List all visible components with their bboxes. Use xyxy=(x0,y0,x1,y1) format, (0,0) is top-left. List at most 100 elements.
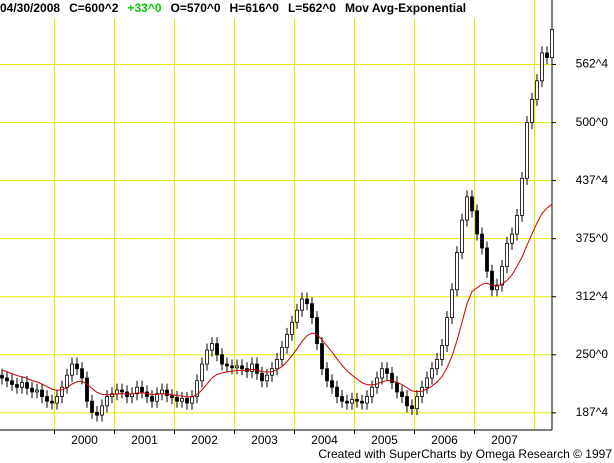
candle-body xyxy=(425,377,429,388)
candle-body xyxy=(225,363,229,367)
candle-body xyxy=(360,400,364,404)
candle-body xyxy=(275,359,279,370)
candle-body xyxy=(70,363,74,376)
candle-body xyxy=(235,365,239,369)
candle-body xyxy=(470,196,474,212)
candle-body xyxy=(215,343,219,356)
candle-body xyxy=(60,386,64,397)
y-tick-label: 437^4 xyxy=(576,173,609,187)
candle-body xyxy=(510,233,514,244)
candle-body xyxy=(530,98,534,123)
candle-body xyxy=(385,368,389,374)
candle-body xyxy=(5,377,9,382)
candle-body xyxy=(550,29,554,58)
candle-body xyxy=(330,380,334,388)
candle-body xyxy=(420,386,424,397)
candle-body xyxy=(160,389,164,395)
x-tick-label: 2007 xyxy=(491,433,518,447)
candle-body xyxy=(135,386,139,395)
header-item: H=616^0 xyxy=(230,1,280,15)
candle-body xyxy=(10,380,14,385)
candle-body xyxy=(20,382,24,388)
candle-body xyxy=(220,354,224,365)
candle-body xyxy=(105,396,109,407)
x-tick-label: 2000 xyxy=(71,433,98,447)
header-item: L=562^0 xyxy=(288,1,336,15)
candle-body xyxy=(455,252,459,291)
candle-body xyxy=(240,365,244,370)
candle-body xyxy=(180,398,184,402)
candle-body xyxy=(280,346,284,360)
candle-body xyxy=(410,405,414,410)
candle-body xyxy=(505,242,509,267)
candle-body xyxy=(120,389,124,393)
candle-body xyxy=(45,396,49,402)
candle-body xyxy=(445,317,449,346)
candle-body xyxy=(100,405,104,416)
candle-body xyxy=(305,298,309,305)
candle-body xyxy=(260,372,264,382)
x-tick-label: 2006 xyxy=(431,433,458,447)
candle-body xyxy=(475,210,479,235)
candle-body xyxy=(195,380,199,397)
candle-body xyxy=(500,266,504,286)
candle-body xyxy=(80,368,84,379)
candle-body xyxy=(300,298,304,311)
candle-body xyxy=(35,389,39,393)
candle-body xyxy=(185,398,189,404)
candle-body xyxy=(340,396,344,402)
candle-body xyxy=(15,384,19,388)
candle-body xyxy=(535,80,539,100)
candle-body xyxy=(325,368,329,382)
candle-body xyxy=(310,303,314,319)
y-tick-label: 500^0 xyxy=(576,115,609,129)
y-tick-label: 375^0 xyxy=(576,231,609,245)
candle-body xyxy=(255,363,259,374)
candle-body xyxy=(200,363,204,382)
candle-body xyxy=(525,122,529,179)
candle-body xyxy=(150,396,154,402)
candle-body xyxy=(345,400,349,404)
candle-body xyxy=(315,317,319,345)
candle-body xyxy=(380,368,384,379)
x-tick-label: 2002 xyxy=(191,433,218,447)
candle-body xyxy=(350,398,354,404)
x-tick-label: 2004 xyxy=(311,433,338,447)
candle-body xyxy=(440,345,444,360)
candle-body xyxy=(375,377,379,388)
candle-body xyxy=(390,372,394,384)
candle-body xyxy=(165,389,169,397)
header-item: O=570^0 xyxy=(171,1,221,15)
y-tick-label: 187^4 xyxy=(576,405,609,419)
candle-body xyxy=(450,289,454,319)
candle-body xyxy=(540,52,544,82)
candle-body xyxy=(415,396,419,410)
candle-body xyxy=(465,196,469,221)
candle-body xyxy=(205,349,209,365)
candle-body xyxy=(90,400,94,413)
candle-body xyxy=(95,411,99,416)
candle-body xyxy=(485,247,489,272)
candle-body xyxy=(75,363,79,370)
candle-body xyxy=(40,389,44,397)
candle-body xyxy=(480,233,484,249)
y-tick-label: 250^0 xyxy=(576,347,609,361)
candle-body xyxy=(395,382,399,393)
candle-body xyxy=(145,391,149,397)
candle-body xyxy=(50,400,54,404)
credit-note: Created with SuperCharts by Omega Resear… xyxy=(318,447,612,461)
candle-body xyxy=(110,393,114,397)
candle-body xyxy=(295,309,299,323)
candle-body xyxy=(210,343,214,351)
candle-body xyxy=(405,396,409,407)
candle-body xyxy=(55,396,59,404)
candle-body xyxy=(155,393,159,402)
candle-body xyxy=(170,395,174,398)
header-background xyxy=(0,0,476,18)
x-tick-label: 2005 xyxy=(371,433,398,447)
candle-body xyxy=(545,52,549,58)
candle-body xyxy=(65,374,69,388)
y-tick-label: 312^4 xyxy=(576,289,609,303)
candle-body xyxy=(85,377,89,402)
